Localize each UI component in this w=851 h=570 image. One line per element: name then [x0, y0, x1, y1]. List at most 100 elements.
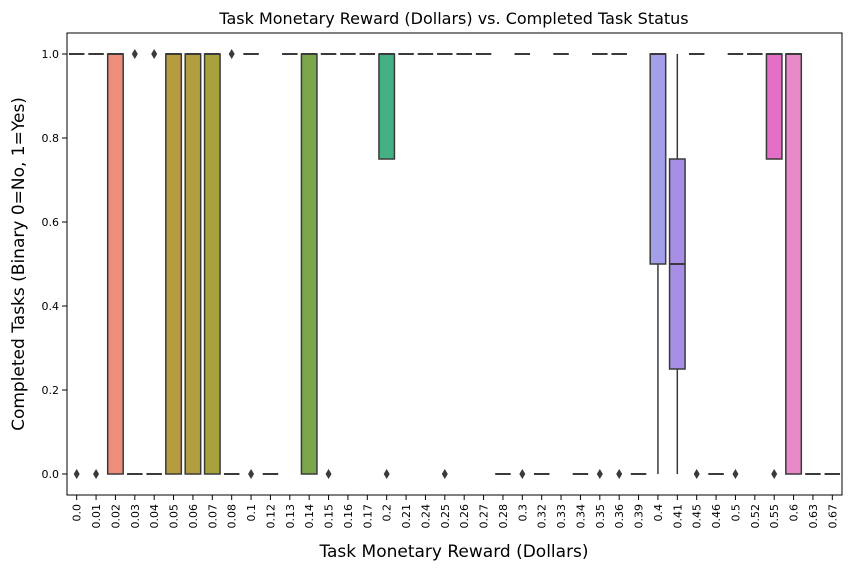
box-body — [165, 53, 183, 475]
outlier-point — [93, 469, 100, 479]
outlier-point — [732, 469, 739, 479]
box-4 — [146, 49, 162, 475]
box-9 — [243, 53, 259, 479]
x-tick-label: 0.21 — [400, 504, 413, 529]
y-axis-label: Completed Tasks (Binary 0=No, 1=Yes) — [9, 97, 29, 431]
outlier-point — [248, 469, 255, 479]
x-tick-label: 0.14 — [303, 504, 316, 529]
x-tick-label: 0.55 — [768, 504, 781, 529]
x-tick-label: 0.6 — [788, 504, 801, 522]
x-tick-label: 0.27 — [478, 504, 491, 529]
box-series — [68, 49, 841, 479]
box-8 — [223, 49, 240, 475]
y-tick-label: 1.0 — [42, 48, 60, 61]
outlier-point — [519, 469, 526, 479]
x-tick-label: 0.26 — [458, 504, 471, 529]
x-tick-label: 0.02 — [109, 504, 122, 529]
outlier-point — [151, 49, 158, 59]
box-7 — [203, 53, 221, 475]
box-28 — [611, 53, 627, 479]
box-body — [106, 53, 124, 475]
x-tick-label: 0.17 — [361, 504, 374, 529]
box-34 — [727, 53, 744, 479]
box-12 — [300, 53, 318, 475]
outlier-point — [325, 469, 332, 479]
box-23 — [514, 53, 531, 479]
outlier-point — [693, 469, 700, 479]
x-tick-label: 0.16 — [342, 504, 355, 529]
x-tick-label: 0.67 — [826, 504, 839, 529]
y-tick-label: 0.0 — [42, 468, 60, 481]
x-axis-label: Task Monetary Reward (Dollars) — [318, 542, 588, 562]
box-body — [765, 53, 783, 160]
x-tick-label: 0.41 — [671, 504, 684, 529]
x-tick-label: 0.3 — [516, 504, 529, 522]
x-tick-label: 0.12 — [264, 504, 277, 529]
x-tick-label: 0.05 — [168, 504, 181, 529]
box-6 — [184, 53, 202, 475]
x-tick-label: 0.01 — [90, 504, 103, 529]
x-tick-label: 0.32 — [536, 504, 549, 529]
chart-title: Task Monetary Reward (Dollars) vs. Compl… — [218, 9, 688, 28]
box-31 — [668, 54, 686, 474]
box-19 — [437, 53, 453, 479]
x-tick-label: 0.25 — [439, 504, 452, 529]
box-36 — [765, 53, 783, 479]
y-tick-label: 0.4 — [42, 300, 60, 313]
box-1 — [88, 53, 104, 479]
outlier-point — [596, 469, 603, 479]
y-axis: 0.0 0.2 0.4 0.6 0.8 1.0 — [42, 48, 67, 481]
outlier-point — [616, 469, 623, 479]
box-body — [300, 53, 318, 475]
x-tick-label: 0.15 — [323, 504, 336, 529]
plot-frame — [66, 32, 843, 496]
box-32 — [688, 53, 705, 479]
x-tick-label: 0.0 — [71, 504, 84, 522]
box-27 — [592, 53, 608, 479]
x-tick-label: 0.28 — [497, 504, 510, 529]
outlier-point — [383, 469, 390, 479]
box-13 — [320, 53, 337, 479]
x-tick-label: 0.1 — [245, 504, 258, 522]
box-5 — [165, 53, 183, 475]
box-body — [378, 53, 396, 160]
x-tick-label: 0.36 — [613, 504, 626, 529]
x-tick-label: 0.24 — [419, 504, 432, 529]
x-tick-label: 0.63 — [807, 504, 820, 529]
x-tick-label: 0.34 — [574, 504, 587, 529]
x-tick-label: 0.04 — [148, 504, 161, 529]
x-tick-label: 0.45 — [691, 504, 704, 529]
x-tick-label: 0.4 — [652, 504, 665, 522]
outlier-point — [771, 469, 778, 479]
x-tick-label: 0.2 — [381, 504, 394, 522]
box-30 — [649, 53, 667, 474]
x-tick-label: 0.06 — [187, 504, 200, 529]
box-body — [785, 53, 803, 475]
y-tick-label: 0.8 — [42, 132, 60, 145]
x-tick-label: 0.33 — [555, 504, 568, 529]
box-body — [649, 53, 667, 265]
x-tick-label: 0.46 — [710, 504, 723, 529]
x-tick-label: 0.08 — [226, 504, 239, 529]
y-tick-label: 0.2 — [42, 384, 60, 397]
x-axis: 0.0 0.01 0.02 0.03 0.04 0.05 0.06 0.07 0.08 0.1 0.… — [71, 495, 839, 529]
x-tick-label: 0.07 — [206, 504, 219, 529]
box-body — [184, 53, 202, 475]
x-tick-label: 0.39 — [633, 504, 646, 529]
outlier-point — [131, 49, 138, 59]
outlier-point — [441, 469, 448, 479]
outlier-point — [73, 469, 80, 479]
box-3 — [127, 49, 143, 475]
box-37 — [785, 53, 803, 475]
outlier-point — [228, 49, 235, 59]
x-tick-label: 0.52 — [749, 504, 762, 529]
x-tick-label: 0.35 — [594, 504, 607, 529]
box-body — [203, 53, 221, 475]
x-tick-label: 0.13 — [284, 504, 297, 529]
box-16 — [378, 53, 396, 479]
x-tick-label: 0.5 — [729, 504, 742, 522]
box-0 — [68, 53, 85, 479]
box-2 — [106, 53, 124, 475]
y-tick-label: 0.6 — [42, 216, 60, 229]
